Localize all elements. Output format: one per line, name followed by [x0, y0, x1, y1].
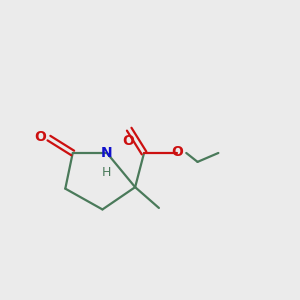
Text: O: O — [35, 130, 46, 144]
Text: N: N — [101, 146, 113, 160]
Text: O: O — [171, 145, 183, 159]
Text: O: O — [122, 134, 134, 148]
Text: H: H — [101, 166, 111, 179]
